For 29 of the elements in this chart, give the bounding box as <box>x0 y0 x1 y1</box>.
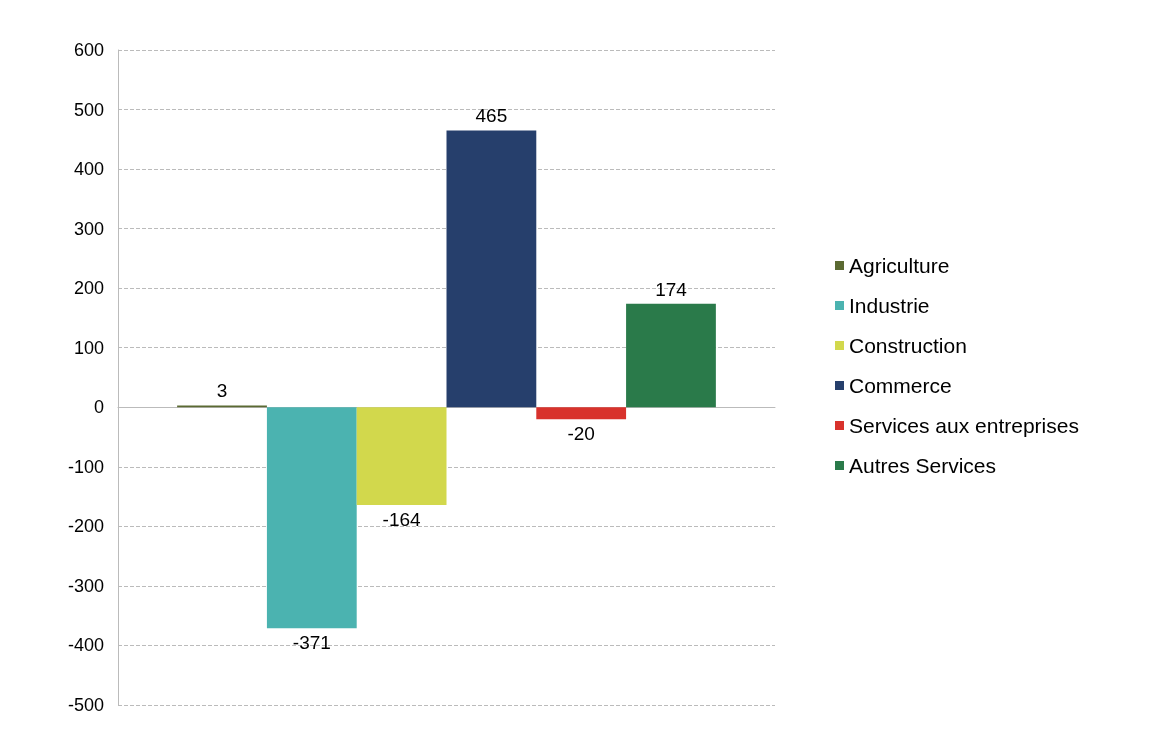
legend-label: Commerce <box>849 374 952 397</box>
bar <box>266 407 357 629</box>
y-tick-label: 100 <box>73 337 104 358</box>
legend-label: Agriculture <box>849 254 950 277</box>
y-tick-label: 0 <box>93 397 104 418</box>
data-label: -164 <box>382 508 422 530</box>
data-label: 465 <box>475 105 508 127</box>
y-tick-label: -300 <box>67 575 104 596</box>
y-tick-label: -100 <box>67 456 104 477</box>
legend-label: Services aux entreprises <box>849 414 1079 437</box>
y-tick-label: 500 <box>73 99 104 120</box>
legend-label: Autres Services <box>849 454 997 477</box>
data-label: -20 <box>567 423 595 445</box>
bar <box>626 303 716 408</box>
bar <box>536 407 627 420</box>
data-label: -371 <box>292 632 331 654</box>
y-tick-label: -400 <box>67 635 104 656</box>
bar <box>446 130 537 408</box>
data-label: 3 <box>216 380 228 402</box>
bar <box>356 407 447 505</box>
y-tick-label: 600 <box>73 40 104 60</box>
y-tick-label: -500 <box>67 695 104 715</box>
legend-label: Industrie <box>849 294 930 317</box>
y-tick-label: 200 <box>73 278 104 299</box>
y-tick-label: 300 <box>73 218 104 239</box>
data-label: 174 <box>655 278 688 300</box>
legend-label: Construction <box>849 334 967 357</box>
y-tick-label: 400 <box>73 159 104 180</box>
y-tick-label: -200 <box>67 516 104 537</box>
